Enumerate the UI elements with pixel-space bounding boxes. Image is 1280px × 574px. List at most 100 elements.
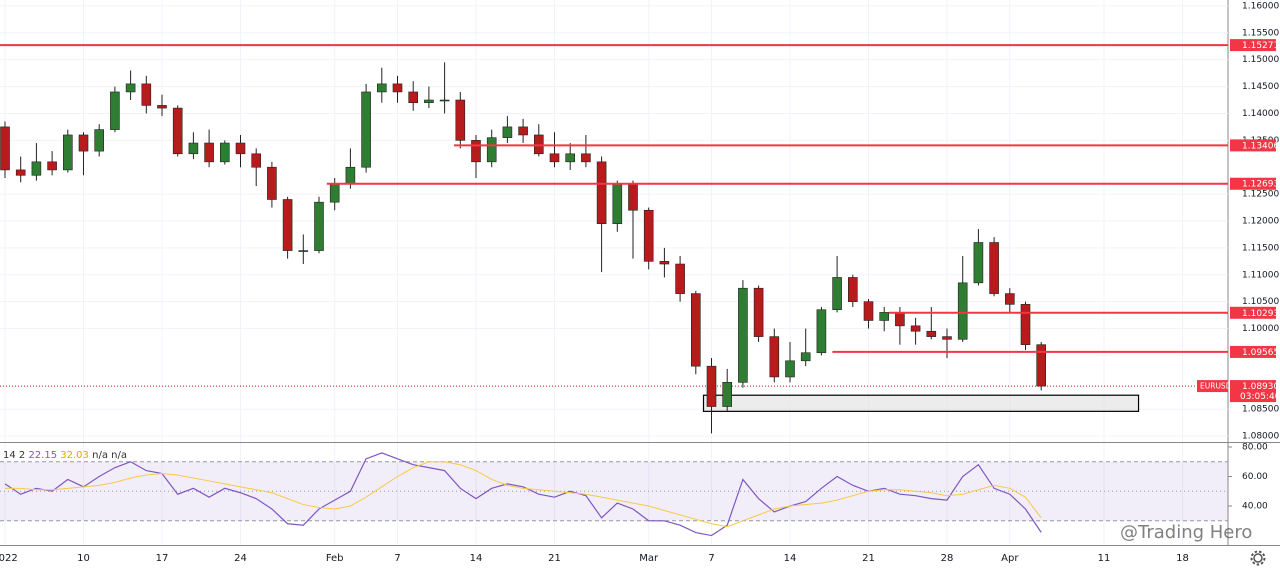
candle-body (628, 183, 638, 211)
candle-body (581, 153, 591, 163)
indicator-params: 14 2 (3, 450, 25, 461)
candle-body (989, 242, 999, 294)
level-label: 1.12693 (1242, 180, 1279, 190)
candle-body (502, 126, 513, 138)
symbol-tag (1197, 380, 1228, 393)
settings-icon[interactable] (1250, 550, 1266, 566)
indicator-na: n/a n/a (92, 450, 127, 461)
y-tick-label: 80.00 (1242, 442, 1268, 452)
candle-body (298, 250, 309, 252)
candle-body (47, 161, 57, 171)
y-tick-label: 1.08500 (1242, 405, 1279, 415)
x-tick-label: 14 (784, 553, 797, 564)
x-tick-label: 11 (1098, 553, 1111, 564)
candle-body (314, 201, 324, 251)
candle-body (722, 382, 733, 407)
candle-body (204, 142, 214, 163)
x-tick-label: 21 (862, 553, 875, 564)
candle-body (0, 126, 10, 171)
candle-body (392, 83, 403, 93)
candle-body (471, 140, 481, 163)
y-tick-label: 1.16000 (1242, 1, 1279, 11)
candle-body (612, 183, 623, 224)
x-tick-label: Mar (639, 553, 659, 564)
x-tick-label: 21 (548, 553, 561, 564)
candle-body (282, 199, 293, 251)
candle-body (455, 99, 466, 141)
candle-body (1004, 293, 1015, 305)
candle-body (769, 336, 780, 378)
candle-body (94, 129, 104, 152)
candle-body (659, 261, 670, 265)
indicator-value: 22.15 (28, 450, 57, 461)
candle-body (942, 336, 952, 340)
candle-body (78, 134, 89, 152)
candle-body (926, 330, 937, 337)
x-tick-label: 14 (470, 553, 483, 564)
x-tick-label: 7 (394, 553, 400, 564)
candle-body (329, 183, 340, 203)
candle-body (973, 242, 984, 284)
y-tick-label: 1.12000 (1242, 217, 1279, 227)
indicator-legend: 14 2 22.15 32.03 n/a n/a (3, 450, 127, 461)
candle-body (267, 166, 277, 200)
candle-body (172, 107, 183, 155)
x-tick-label: 7 (708, 553, 714, 564)
level-label: 1.09565 (1242, 348, 1279, 358)
y-tick-label: 1.14000 (1242, 109, 1279, 119)
candle-body (424, 99, 434, 104)
candle-body (847, 277, 858, 302)
y-tick-label: 1.11500 (1242, 243, 1279, 253)
level-tag (1230, 306, 1276, 319)
candle-body (1020, 304, 1031, 345)
x-tick-label: 2022 (0, 553, 18, 564)
candle-body (62, 134, 73, 171)
y-tick-label: 40.00 (1242, 502, 1268, 512)
y-tick-label: 1.12500 (1242, 190, 1279, 200)
candle-body (439, 99, 450, 102)
current-price-label: 1.08930 (1242, 382, 1279, 392)
candle-body (15, 169, 26, 176)
support-zone (702, 394, 1140, 412)
candle-body (157, 105, 167, 109)
level-tag (1230, 139, 1276, 152)
x-tick-label: Feb (326, 553, 344, 564)
candle-body (408, 91, 419, 104)
candle-body (486, 137, 497, 163)
candle-body (753, 287, 764, 337)
candle-body (1036, 344, 1046, 387)
watermark: @Trading Hero (1120, 522, 1252, 543)
level-tag (1230, 39, 1276, 52)
candle-body (879, 312, 890, 321)
candle-body (738, 287, 748, 383)
candle-body (596, 161, 607, 224)
candle-body (518, 126, 528, 136)
gear-teeth[interactable] (1250, 550, 1266, 566)
candle-body (675, 263, 685, 294)
candle-body (345, 166, 356, 184)
candle-body (235, 142, 246, 155)
candle-body (533, 134, 544, 155)
x-tick-label: 17 (156, 553, 169, 564)
level-label: 1.10293 (1242, 309, 1279, 319)
level-tag (1230, 345, 1276, 358)
candle-body (376, 83, 387, 93)
candle-body (549, 153, 560, 163)
y-tick-label: 1.08000 (1242, 432, 1279, 442)
y-tick-label: 1.14500 (1242, 82, 1279, 92)
gear[interactable] (1253, 553, 1263, 563)
candle-body (910, 325, 921, 332)
y-tick-label: 1.10000 (1242, 324, 1279, 334)
candle-body (957, 282, 968, 340)
candle-body (832, 277, 842, 311)
indicator-line (5, 461, 1042, 528)
y-tick-label: 1.15500 (1242, 28, 1279, 38)
candle-body (690, 293, 701, 367)
level-label: 1.15271 (1242, 41, 1279, 51)
y-tick-label: 1.11000 (1242, 270, 1279, 280)
y-tick-label: 60.00 (1242, 472, 1268, 482)
x-tick-label: 18 (1176, 553, 1189, 564)
